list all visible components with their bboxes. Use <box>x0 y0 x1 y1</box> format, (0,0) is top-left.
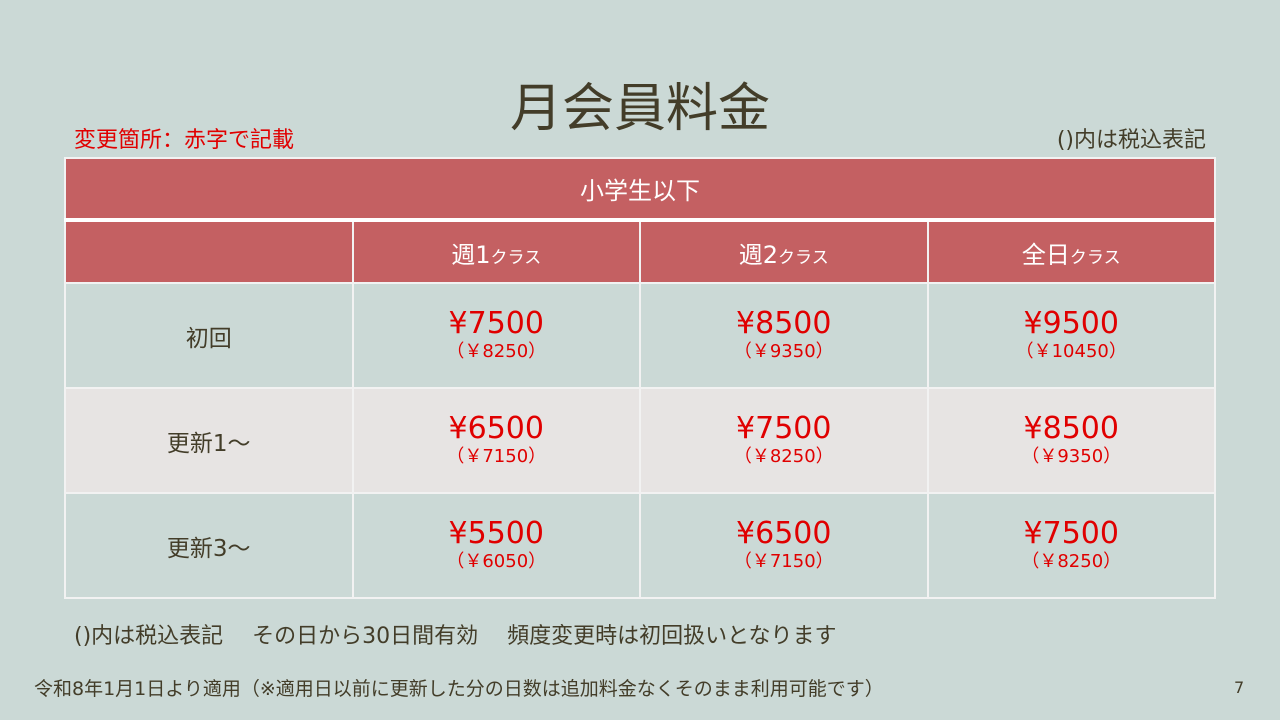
price-cell: ¥6500 （￥7150） <box>351 387 641 494</box>
price-cell: ¥5500 （￥6050） <box>351 492 641 599</box>
price-cell: ¥9500 （￥10450） <box>926 282 1216 389</box>
row-label: 更新1～ <box>64 387 354 494</box>
corner-cell <box>64 219 354 284</box>
page-title: 月会員料金 <box>509 79 770 139</box>
row-label: 更新3～ <box>64 492 354 599</box>
change-note: 変更箇所：赤字で記載 <box>74 128 295 153</box>
footer-note: ()内は税込表記 その日から30日間有効 頻度変更時は初回扱いとなります <box>74 624 837 649</box>
fee-table: 小学生以下 週1クラス 週2クラス 全日クラス 初回 ¥7500 （￥8250） … <box>64 157 1216 599</box>
column-header: 週2クラス <box>639 219 929 284</box>
table-row: 初回 ¥7500 （￥8250） ¥8500 （￥9350） ¥9500 （￥1045… <box>64 282 1216 389</box>
price-cell: ¥8500 （￥9350） <box>926 387 1216 494</box>
tax-note: ()内は税込表記 <box>1056 128 1206 153</box>
table-row: 更新3～ ¥5500 （￥6050） ¥6500 （￥7150） ¥7500 （￥82… <box>64 492 1216 599</box>
page-number: 7 <box>1234 678 1245 697</box>
price-cell: ¥6500 （￥7150） <box>639 492 929 599</box>
column-header: 全日クラス <box>926 219 1216 284</box>
column-header: 週1クラス <box>351 219 641 284</box>
effective-date-note: 令和8年1月1日より適用（※適用日以前に更新した分の日数は追加料金なくそのまま利… <box>34 678 884 700</box>
group-header: 小学生以下 <box>64 157 1216 222</box>
price-cell: ¥7500 （￥8250） <box>926 492 1216 599</box>
row-label: 初回 <box>64 282 354 389</box>
price-cell: ¥7500 （￥8250） <box>351 282 641 389</box>
table-row: 更新1～ ¥6500 （￥7150） ¥7500 （￥8250） ¥8500 （￥93… <box>64 387 1216 494</box>
price-cell: ¥8500 （￥9350） <box>639 282 929 389</box>
price-cell: ¥7500 （￥8250） <box>639 387 929 494</box>
